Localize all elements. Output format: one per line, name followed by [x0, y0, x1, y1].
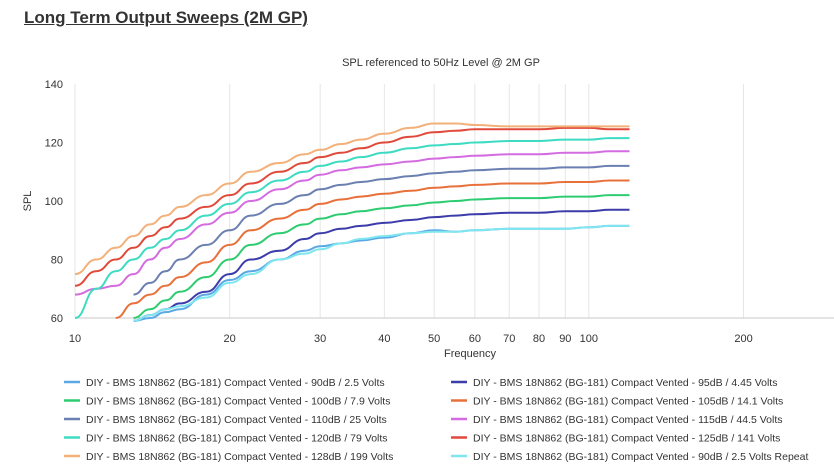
series-line [133, 224, 630, 322]
series-line [74, 150, 630, 296]
legend-item[interactable]: DIY - BMS 18N862 (BG-181) Compact Vented… [86, 451, 393, 463]
x-tick-label: 50 [428, 333, 440, 345]
legend-item[interactable]: DIY - BMS 18N862 (BG-181) Compact Vented… [473, 451, 808, 463]
chart-grid [74, 84, 834, 319]
chart-legend: DIY - BMS 18N862 (BG-181) Compact Vented… [64, 377, 808, 463]
series-line [133, 164, 630, 296]
page-title: Long Term Output Sweeps (2M GP) [24, 8, 308, 27]
legend-item[interactable]: DIY - BMS 18N862 (BG-181) Compact Vented… [473, 414, 783, 426]
x-tick-label: 20 [224, 333, 236, 345]
legend-item[interactable]: DIY - BMS 18N862 (BG-181) Compact Vented… [473, 396, 783, 408]
x-tick-label: 200 [734, 333, 752, 345]
y-tick-label: 60 [51, 313, 63, 325]
legend-item[interactable]: DIY - BMS 18N862 (BG-181) Compact Vented… [473, 433, 780, 445]
x-axis-label: Frequency [444, 348, 496, 360]
legend-item[interactable]: DIY - BMS 18N862 (BG-181) Compact Vented… [86, 433, 388, 445]
y-axis-ticks: 60 80 100 120 140 [45, 79, 63, 325]
y-tick-label: 140 [45, 79, 63, 91]
chart-series [74, 122, 630, 322]
series-line [133, 208, 630, 322]
x-axis-ticks: 10 20 30 40 50 60 70 80 90 100 200 [69, 333, 753, 345]
y-tick-label: 120 [45, 138, 63, 150]
y-tick-label: 80 [51, 255, 63, 267]
series-line [74, 122, 630, 276]
series-line [133, 224, 630, 322]
chart-title: SPL referenced to 50Hz Level @ 2M GP [342, 57, 540, 69]
x-tick-label: 70 [503, 333, 515, 345]
y-tick-label: 100 [45, 196, 63, 208]
x-tick-label: 80 [533, 333, 545, 345]
series-line [74, 126, 630, 287]
x-tick-label: 30 [314, 333, 326, 345]
x-tick-label: 90 [559, 333, 571, 345]
legend-item[interactable]: DIY - BMS 18N862 (BG-181) Compact Vented… [86, 377, 385, 389]
x-tick-label: 60 [469, 333, 481, 345]
legend-item[interactable]: DIY - BMS 18N862 (BG-181) Compact Vented… [473, 377, 777, 389]
legend-item[interactable]: DIY - BMS 18N862 (BG-181) Compact Vented… [86, 414, 387, 426]
series-line [133, 194, 630, 319]
x-tick-label: 10 [69, 333, 81, 345]
series-line [74, 137, 630, 319]
series-line [115, 179, 630, 319]
y-axis-label: SPL [22, 191, 34, 212]
x-tick-label: 100 [580, 333, 598, 345]
legend-item[interactable]: DIY - BMS 18N862 (BG-181) Compact Vented… [86, 396, 390, 408]
x-tick-label: 40 [378, 333, 390, 345]
